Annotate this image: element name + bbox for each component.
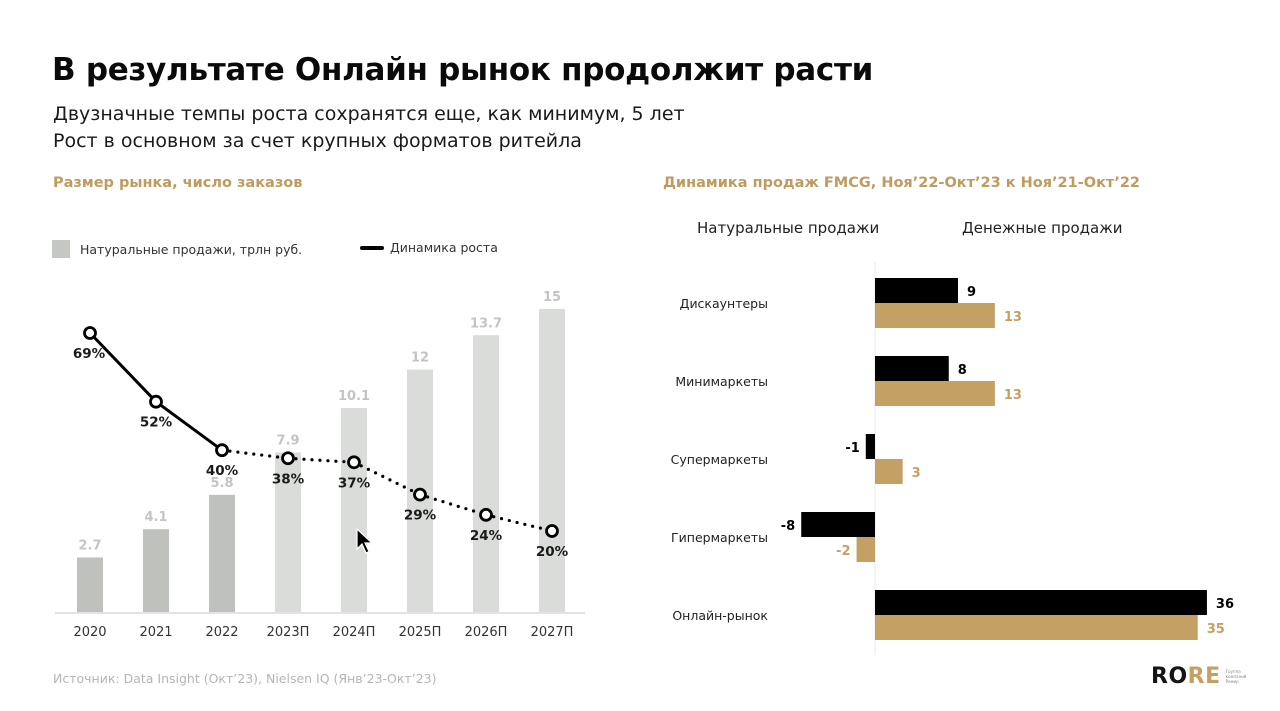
growth-point [545,524,559,538]
growth-line-segment-forecast [484,513,554,533]
growth-line-segment-forecast [418,493,488,517]
bar-2023П [275,452,301,612]
growth-line-segment [88,331,158,404]
bar-value-label: 12 [411,351,429,366]
series-header-money: Денежные продажи [962,219,1123,237]
x-tick-label: 2024П [333,625,376,640]
growth-value-label: 40% [206,463,239,479]
growth-point [215,443,229,458]
growth-value-label: 69% [73,346,106,362]
growth-point [83,326,97,340]
legend-label-bars: Натуральные продажи, трлн руб. [80,241,303,257]
legend-label-line: Динамика роста [390,240,498,255]
page-title: В результате Онлайн рынок продолжит раст… [52,52,874,88]
growth-point [149,394,163,409]
x-tick-label: 2023П [267,625,310,640]
logo-text-ro: RO [1151,664,1188,689]
bar-2024П [341,407,367,612]
left-chart-title: Размер рынка, число заказов [53,175,303,191]
right-chart-title: Динамика продаж FMCG, Ноя’22-Окт’23 к Но… [663,175,1141,191]
logo-tagline: Группа компаний Ромир [1225,669,1247,684]
growth-value-label: 38% [272,471,305,487]
bar-2026П [473,335,499,612]
growth-line-segment-forecast [220,448,290,460]
company-logo: RO RE Группа компаний Ромир [1151,664,1252,689]
growth-point [281,451,295,466]
subtitle-line-1: Двузначные темпы роста сохранятся еще, к… [53,103,685,125]
growth-value-label: 37% [338,475,371,491]
growth-point [479,507,493,522]
bar-2020 [77,557,103,612]
growth-value-label: 20% [536,544,569,560]
growth-line-segment-forecast [286,456,356,464]
source-note: Источник: Data Insight (Окт’23), Nielsen… [53,671,437,686]
legend-swatch-bars [52,240,70,258]
growth-point [413,487,427,502]
bar-value-label: 4.1 [144,510,167,525]
bar-2021 [143,529,169,612]
growth-value-label: 24% [470,528,503,544]
bar-value-label: 7.9 [276,433,299,448]
growth-value-label: 52% [140,415,173,431]
x-tick-label: 2027П [531,625,574,640]
bar-value-label: 5.8 [210,476,233,491]
x-tick-label: 2022 [205,625,238,640]
bar-value-label: 2.7 [78,538,101,553]
legend-item-line: Динамика роста [360,240,498,255]
legend-item-bars: Натуральные продажи, трлн руб. [52,240,302,258]
logo-text-re: RE [1187,664,1221,689]
growth-point [347,455,361,470]
bar-2022 [209,494,235,612]
x-tick-label: 2021 [139,625,172,640]
x-tick-label: 2020 [73,625,106,640]
subtitle-line-2: Рост в основном за счет крупных форматов… [53,130,582,152]
bar-value-label: 15 [543,290,561,305]
bar-2027П [539,309,565,612]
legend-swatch-line [360,245,384,250]
x-tick-label: 2026П [465,625,508,640]
growth-value-label: 29% [404,508,437,524]
x-tick-label: 2025П [399,625,442,640]
bar-value-label: 10.1 [338,389,370,404]
series-header-natural: Натуральные продажи [697,219,880,237]
bar-value-label: 13.7 [470,316,502,331]
growth-line-segment [154,400,224,452]
mouse-cursor-icon [356,528,373,554]
